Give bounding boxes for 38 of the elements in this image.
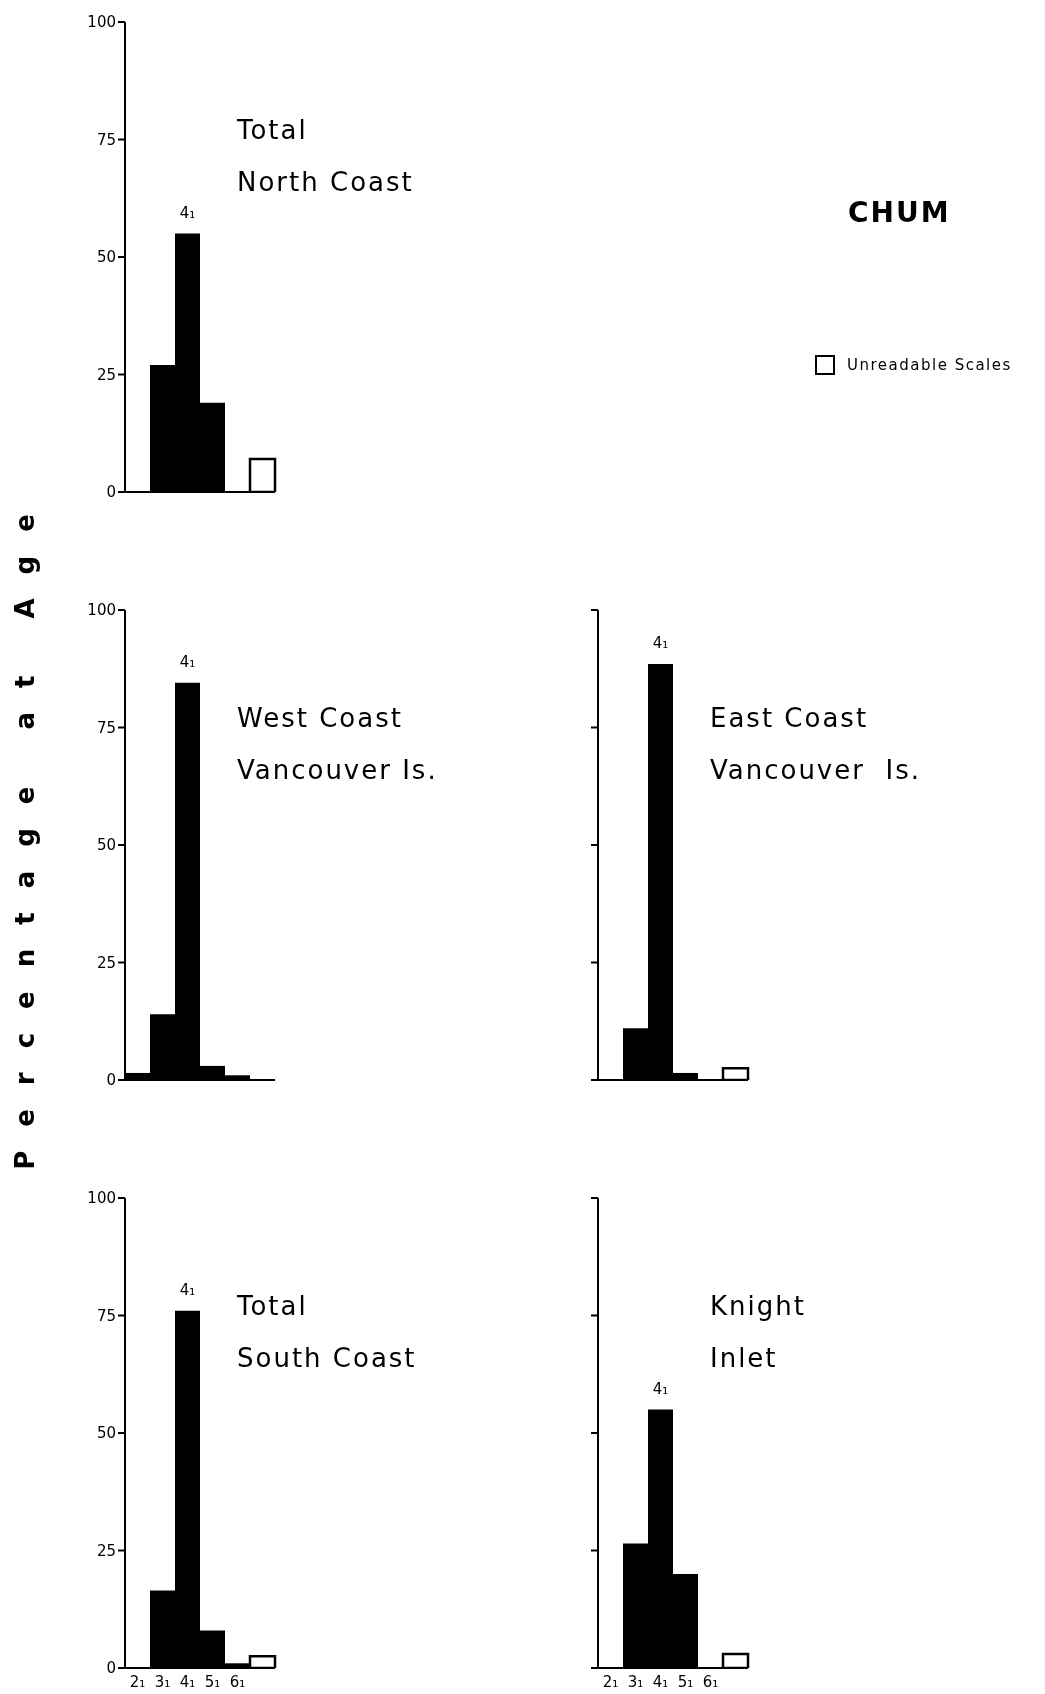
y-tick-label: 50 — [96, 836, 116, 855]
x-tick-label: 4₁ — [652, 1672, 669, 1691]
y-tick-label: 25 — [96, 953, 116, 972]
text: Total North Coast — [237, 114, 414, 199]
y-tick-label: 0 — [106, 1071, 116, 1090]
x-tick-label: 2₁ — [602, 1672, 619, 1691]
annotation: 4₁ — [652, 634, 669, 653]
x-tick-label: 3₁ — [627, 1672, 644, 1691]
text: East Coast Vancouver Is. — [710, 702, 921, 787]
annotation: 4₁ — [179, 652, 196, 671]
annotation: 4₁ — [652, 1379, 669, 1398]
y-tick-label: 75 — [96, 1306, 116, 1325]
x-tick-label: 5₁ — [677, 1672, 694, 1691]
y-tick-label: 50 — [96, 1424, 116, 1443]
text: Knight Inlet — [710, 1290, 806, 1375]
text: CHUM — [848, 196, 951, 229]
annotation: 4₁ — [179, 1280, 196, 1299]
y-tick-label: 0 — [106, 1659, 116, 1678]
y-tick-label: 25 — [96, 365, 116, 384]
annotation: 4₁ — [179, 203, 196, 222]
y-tick-label: 0 — [106, 483, 116, 502]
text: Total South Coast — [237, 1290, 417, 1375]
y-tick-label: 75 — [96, 718, 116, 737]
x-tick-label: 6₁ — [702, 1672, 719, 1691]
y-tick-label: 100 — [87, 13, 116, 32]
y-tick-label: 50 — [96, 248, 116, 267]
x-tick-label: 4₁ — [179, 1672, 196, 1691]
y-axis-title: Percentage at Age — [10, 490, 40, 1170]
x-tick-label: 3₁ — [154, 1672, 171, 1691]
x-tick-label: 2₁ — [129, 1672, 146, 1691]
y-tick-label: 25 — [96, 1541, 116, 1560]
y-tick-label: 100 — [87, 601, 116, 620]
x-tick-label: 5₁ — [204, 1672, 221, 1691]
x-tick-label: 6₁ — [229, 1672, 246, 1691]
y-tick-label: 100 — [87, 1189, 116, 1208]
text: West Coast Vancouver Is. — [237, 702, 438, 787]
y-tick-label: 75 — [96, 130, 116, 149]
legend-label: Unreadable Scales — [847, 356, 1012, 374]
